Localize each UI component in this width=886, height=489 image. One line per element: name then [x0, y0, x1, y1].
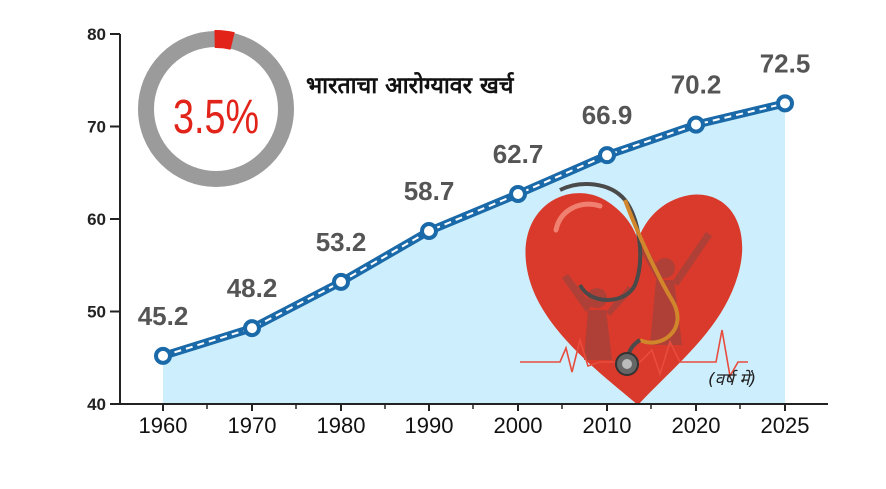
y-tick-label: 40 [87, 395, 106, 414]
y-tick-label: 60 [87, 210, 106, 229]
data-point [243, 319, 261, 338]
data-point [509, 185, 527, 204]
data-label: 48.2 [227, 273, 278, 303]
x-tick-label: 1970 [228, 413, 277, 438]
x-tick-label: 1960 [139, 413, 188, 438]
x-tick-label: 2010 [583, 413, 632, 438]
x-tick-label: 2025 [761, 413, 810, 438]
x-tick-label: 1990 [405, 413, 454, 438]
heart-stethoscope-icon [520, 182, 748, 405]
data-label: 53.2 [316, 227, 367, 257]
data-point [420, 222, 438, 241]
x-tick-label: 1980 [317, 413, 366, 438]
data-point [154, 346, 172, 365]
data-point [776, 94, 794, 113]
data-label: 72.5 [760, 48, 811, 78]
data-point [332, 272, 350, 291]
y-tick-label: 70 [87, 118, 106, 137]
donut-indicator: 3.5% [138, 30, 294, 187]
data-point [687, 115, 705, 134]
x-tick-label: 2000 [494, 413, 543, 438]
data-label: 58.7 [404, 176, 455, 206]
x-tick-label: 2020 [672, 413, 721, 438]
chart-title: भारताचा आरोग्यावर खर्च [306, 71, 515, 99]
y-tick-label: 50 [87, 303, 106, 322]
donut-label: 3.5% [173, 91, 259, 144]
data-label: 62.7 [493, 139, 544, 169]
data-label: 45.2 [138, 301, 189, 331]
series-line-dash [162, 102, 786, 357]
data-point [598, 146, 616, 165]
y-tick-label: 80 [87, 25, 106, 44]
donut-arc [214, 30, 235, 50]
data-label: 70.2 [671, 70, 722, 100]
unit-note: (वर्ष में) [708, 369, 756, 390]
data-label: 66.9 [582, 100, 633, 130]
